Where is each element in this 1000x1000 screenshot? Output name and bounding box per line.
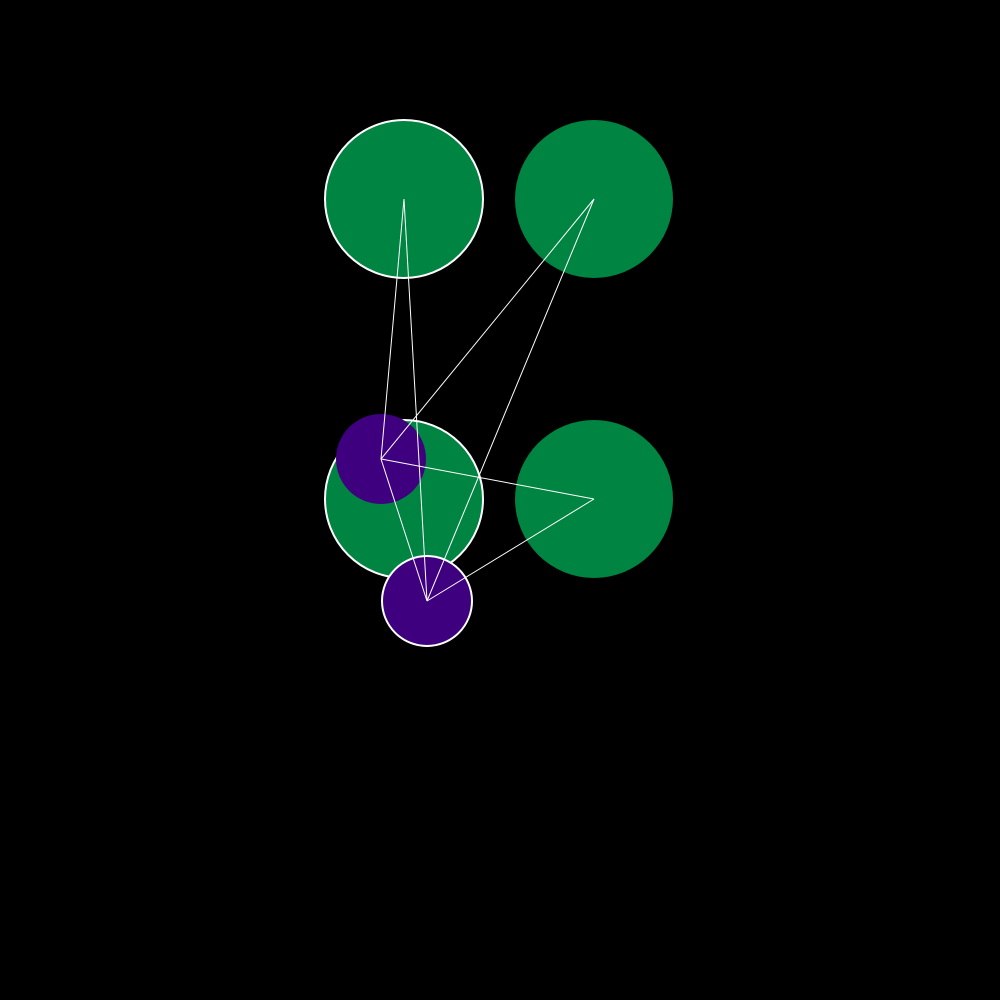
edge-small-lower-to-large-mid-right	[426, 498, 595, 602]
edge-small-upper-to-small-lower	[380, 458, 428, 602]
edge-small-lower-to-large-top-right	[426, 198, 595, 602]
edge-small-upper-to-large-top-left	[380, 198, 405, 460]
edge-small-lower-to-large-top-left	[403, 198, 428, 602]
edge-layer	[380, 198, 595, 602]
edge-small-upper-to-large-mid-right	[380, 458, 595, 500]
